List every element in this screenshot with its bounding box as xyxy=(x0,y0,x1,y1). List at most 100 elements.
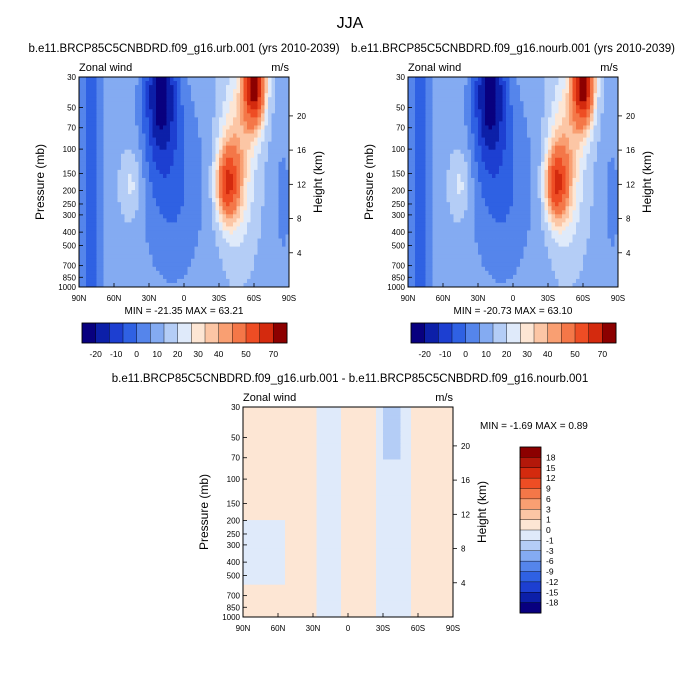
contour-cell xyxy=(236,129,241,134)
contour-cell xyxy=(257,230,262,235)
contour-cell xyxy=(180,238,185,243)
contour-cell xyxy=(446,137,451,143)
contour-cell xyxy=(131,97,136,102)
contour-cell xyxy=(103,198,108,203)
contour-cell xyxy=(177,81,181,86)
contour-cell xyxy=(236,202,241,207)
contour-cell xyxy=(222,238,227,243)
contour-cell xyxy=(250,77,255,82)
contour-cell xyxy=(271,129,276,134)
contour-cell xyxy=(565,161,570,167)
contour-cell xyxy=(86,169,90,175)
contour-cell xyxy=(425,77,430,82)
contour-cell xyxy=(124,270,129,276)
contour-cell xyxy=(152,198,157,203)
contour-cell xyxy=(411,77,416,82)
contour-cell xyxy=(565,97,570,102)
contour-cell xyxy=(488,97,493,102)
contour-cell xyxy=(215,274,220,280)
contour-cell xyxy=(261,238,265,243)
contour-cell xyxy=(460,153,465,159)
contour-cell xyxy=(96,182,101,187)
contour-cell xyxy=(457,173,461,179)
contour-cell xyxy=(114,254,118,260)
contour-cell xyxy=(180,234,185,239)
contour-cell xyxy=(548,173,552,179)
contour-cell xyxy=(152,153,157,159)
contour-cell xyxy=(425,190,430,195)
contour-cell xyxy=(257,153,262,159)
contour-cell xyxy=(194,190,199,195)
contour-cell xyxy=(268,169,272,175)
contour-cell xyxy=(453,81,458,86)
contour-cell xyxy=(271,85,276,90)
contour-cell xyxy=(530,177,535,183)
contour-cell xyxy=(429,169,433,175)
contour-cell xyxy=(170,238,174,243)
contour-cell xyxy=(110,117,115,122)
contour-cell xyxy=(96,258,101,264)
contour-cell xyxy=(173,173,178,179)
contour-cell xyxy=(149,161,153,167)
contour-cell xyxy=(138,202,143,207)
contour-cell xyxy=(79,153,83,159)
contour-cell xyxy=(471,165,475,171)
contour-cell xyxy=(152,137,157,143)
contour-cell xyxy=(527,169,531,175)
contour-cell xyxy=(429,89,433,94)
contour-cell xyxy=(565,157,570,163)
contour-cell xyxy=(446,77,451,82)
contour-cell xyxy=(96,129,101,134)
contour-cell xyxy=(131,81,136,86)
contour-cell xyxy=(201,165,206,171)
contour-cell xyxy=(464,194,468,199)
contour-cell xyxy=(502,93,507,98)
contour-cell xyxy=(145,182,150,187)
contour-cell xyxy=(191,145,195,151)
contour-cell xyxy=(562,93,566,98)
contour-cell xyxy=(107,121,111,126)
contour-cell xyxy=(226,173,230,179)
contour-cell xyxy=(576,165,580,171)
contour-cell xyxy=(226,121,230,126)
contour-cell xyxy=(212,97,216,102)
contour-cell xyxy=(527,141,531,147)
contour-cell xyxy=(439,190,444,195)
contour-cell xyxy=(464,109,468,114)
contour-cell xyxy=(138,133,143,138)
contour-cell xyxy=(611,105,615,110)
contour-cell xyxy=(586,157,591,163)
contour-cell xyxy=(114,282,118,288)
contour-cell xyxy=(506,89,510,94)
contour-cell xyxy=(194,230,199,235)
contour-cell xyxy=(492,182,496,187)
contour-cell xyxy=(537,129,542,134)
contour-cell xyxy=(229,222,234,227)
contour-cell xyxy=(89,194,94,199)
contour-cell xyxy=(432,117,437,122)
contour-cell xyxy=(590,93,594,98)
contour-cell xyxy=(425,161,430,167)
contour-cell xyxy=(590,109,594,114)
contour-cell xyxy=(460,145,465,151)
contour-cell xyxy=(93,198,97,203)
contour-cell xyxy=(572,117,577,122)
contour-cell xyxy=(569,81,573,86)
contour-cell xyxy=(121,97,125,102)
contour-cell xyxy=(100,202,104,207)
contour-cell xyxy=(562,182,566,187)
contour-cell xyxy=(408,81,412,86)
contour-cell xyxy=(453,105,458,110)
contour-cell xyxy=(142,133,146,138)
contour-cell xyxy=(527,105,531,110)
contour-cell xyxy=(495,81,500,86)
contour-cell xyxy=(149,157,153,163)
contour-cell xyxy=(205,262,209,268)
contour-cell xyxy=(229,133,234,138)
contour-cell xyxy=(488,194,493,199)
contour-cell xyxy=(191,242,195,248)
contour-cell xyxy=(243,210,248,215)
contour-cell xyxy=(590,153,594,159)
contour-cell xyxy=(614,182,619,187)
contour-cell xyxy=(93,117,97,122)
